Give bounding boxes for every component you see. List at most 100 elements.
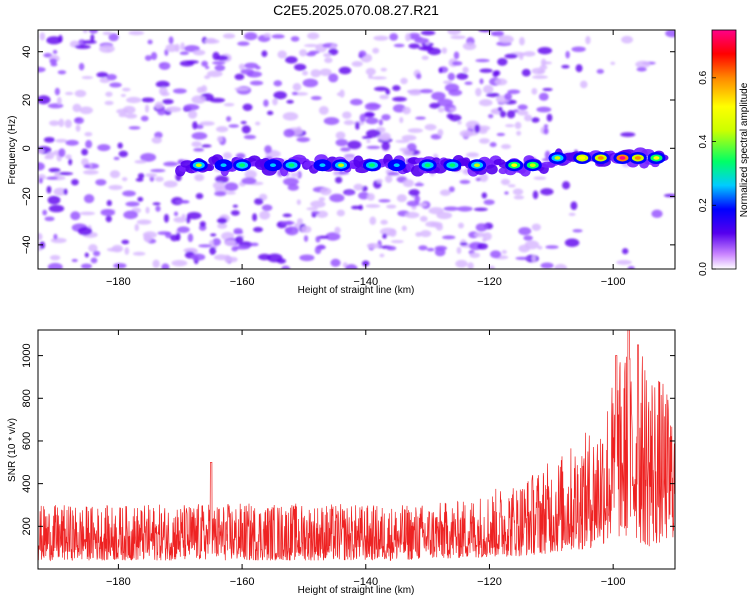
noise-speck xyxy=(77,226,93,236)
y-tick-label: 400 xyxy=(21,474,33,492)
noise-speck xyxy=(179,51,189,56)
colorbar-ticks: 0.0 0.2 0.4 0.6 xyxy=(698,70,716,276)
noise-speck xyxy=(441,47,448,54)
noise-speck xyxy=(280,221,295,225)
noise-speck xyxy=(334,176,343,184)
noise-speck xyxy=(79,211,96,216)
noise-speck xyxy=(462,66,469,74)
noise-speck xyxy=(75,124,81,132)
noise-speck xyxy=(145,206,150,214)
noise-speck xyxy=(299,49,308,57)
noise-speck xyxy=(419,89,434,94)
noise-speck xyxy=(214,64,226,72)
noise-speck xyxy=(543,124,549,128)
noise-speck xyxy=(401,225,407,232)
noise-speck xyxy=(55,138,68,143)
noise-speck xyxy=(428,207,444,215)
noise-speck xyxy=(414,183,425,187)
noise-speck xyxy=(571,46,586,53)
noise-speck xyxy=(102,31,113,36)
noise-speck xyxy=(254,198,264,205)
noise-speck xyxy=(497,106,503,112)
noise-speck xyxy=(205,66,210,70)
noise-speck xyxy=(50,237,67,244)
noise-speck xyxy=(165,106,182,113)
noise-speck xyxy=(48,204,65,213)
noise-speck xyxy=(443,80,453,85)
noise-speck xyxy=(283,177,299,186)
x-tick-label: −100 xyxy=(601,276,626,288)
noise-speck xyxy=(195,124,204,130)
noise-speck xyxy=(350,98,363,106)
noise-speck xyxy=(358,191,370,200)
band-feature-core xyxy=(619,156,626,160)
noise-speck xyxy=(399,116,404,124)
noise-speck xyxy=(499,110,507,118)
band-cell xyxy=(205,163,215,172)
noise-speck xyxy=(474,124,480,133)
noise-speck xyxy=(507,184,516,188)
noise-speck xyxy=(366,139,371,144)
noise-speck xyxy=(521,68,531,77)
noise-speck xyxy=(498,35,514,44)
noise-speck xyxy=(338,66,352,75)
noise-speck xyxy=(58,118,65,128)
snr-xlabel: Height of straight line (km) xyxy=(298,585,415,596)
noise-speck xyxy=(396,194,407,203)
noise-speck xyxy=(212,181,225,190)
band-feature-core xyxy=(338,163,345,167)
band-feature-core xyxy=(511,163,518,167)
band-feature-core xyxy=(634,156,641,160)
noise-speck xyxy=(58,148,66,158)
noise-speck xyxy=(243,134,257,140)
noise-speck xyxy=(122,105,136,114)
noise-speck xyxy=(244,170,257,179)
noise-speck xyxy=(342,111,352,119)
noise-speck xyxy=(301,225,312,234)
noise-speck xyxy=(163,161,179,167)
noise-speck xyxy=(415,116,426,120)
noise-speck xyxy=(474,232,486,238)
colorbar-gradient xyxy=(711,29,737,270)
noise-speck xyxy=(519,37,525,46)
noise-speck xyxy=(163,180,178,188)
noise-speck xyxy=(235,236,244,244)
noise-speck xyxy=(531,117,540,123)
noise-speck xyxy=(387,171,400,176)
noise-speck xyxy=(408,189,420,196)
noise-speck xyxy=(351,60,363,67)
x-tick-label: −140 xyxy=(353,276,378,288)
noise-speck xyxy=(381,114,391,121)
noise-speck xyxy=(315,236,321,243)
noise-speck xyxy=(93,250,101,257)
noise-speck xyxy=(366,145,381,150)
noise-speck xyxy=(201,85,208,93)
noise-speck xyxy=(456,246,462,255)
noise-speck xyxy=(97,144,111,152)
noise-speck xyxy=(162,98,174,105)
noise-speck xyxy=(161,263,170,269)
noise-speck xyxy=(500,144,511,150)
noise-speck xyxy=(447,72,456,81)
noise-speck xyxy=(389,33,399,41)
noise-speck xyxy=(345,190,355,196)
noise-speck xyxy=(241,125,251,134)
noise-speck xyxy=(171,259,188,267)
noise-speck xyxy=(168,36,174,45)
noise-speck xyxy=(282,112,299,121)
noise-speck xyxy=(230,210,240,216)
noise-speck xyxy=(194,173,205,182)
noise-speck xyxy=(636,67,647,72)
noise-speck xyxy=(141,97,155,103)
noise-speck xyxy=(124,247,130,255)
noise-speck xyxy=(83,169,99,175)
noise-speck xyxy=(128,126,141,130)
noise-speck xyxy=(500,178,511,186)
noise-speck xyxy=(46,176,58,180)
spectrogram-x-axis: −180 −160 −140 −120 −100 xyxy=(106,30,626,288)
noise-speck xyxy=(259,210,271,220)
noise-speck xyxy=(466,152,479,158)
noise-speck xyxy=(175,232,181,242)
x-tick-label: −120 xyxy=(477,576,502,588)
